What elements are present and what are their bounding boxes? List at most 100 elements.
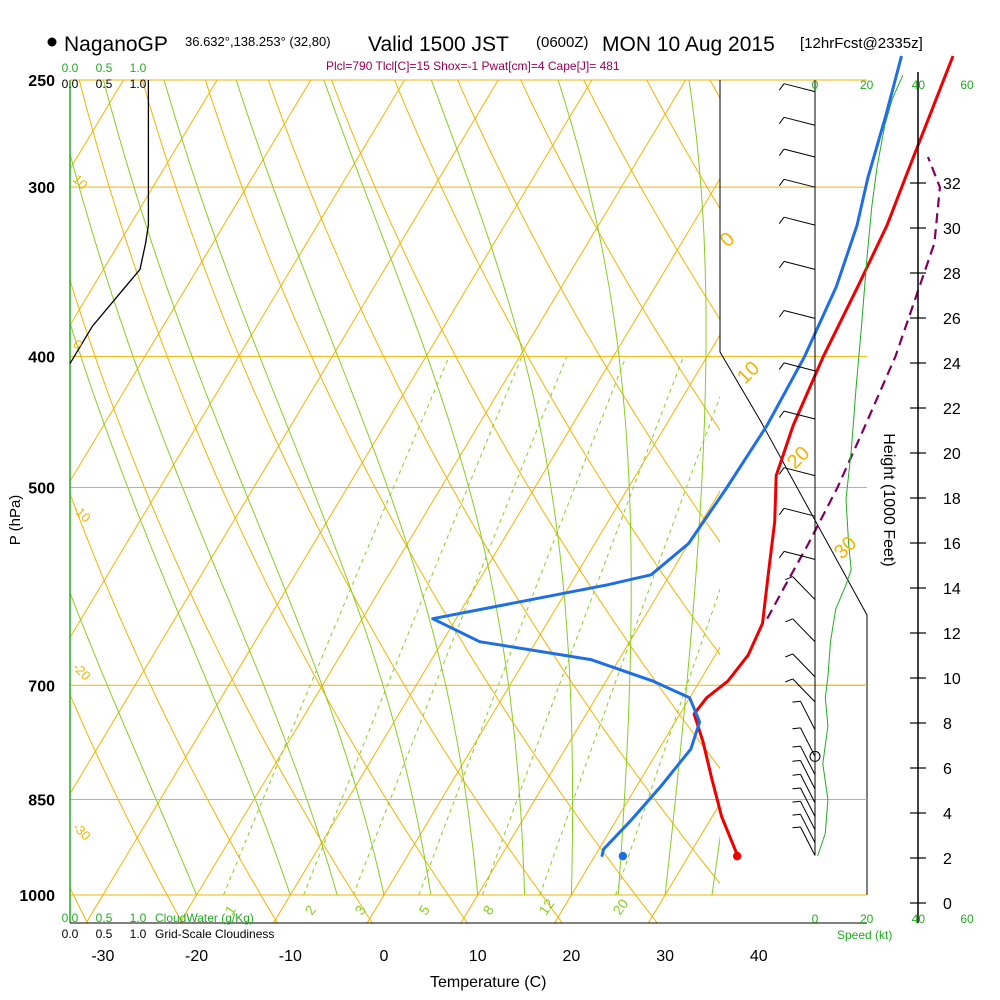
height-tick-label: 18 — [943, 491, 961, 508]
wind-barb — [800, 745, 816, 775]
dry-adiabat — [520, 80, 720, 432]
dry-adiabat — [267, 80, 720, 885]
isotherm-line — [179, 80, 687, 923]
height-tick-label: 20 — [943, 446, 961, 463]
wind-barb-flag — [792, 800, 801, 803]
wind-barb — [792, 576, 816, 600]
station-coords: 36.632°,138.253° (32,80) — [185, 34, 331, 49]
wind-barb — [800, 801, 816, 831]
cloudiness-tick-label: 0.5 — [96, 927, 113, 941]
isotherm-line — [70, 80, 406, 639]
valid-time: Valid 1500 JST — [368, 33, 509, 56]
isotherm-line — [70, 80, 124, 170]
x-tick-label: 0 — [380, 948, 389, 965]
moist-adiabat — [323, 80, 525, 895]
mixing-ratio-label: 8 — [479, 902, 497, 918]
wind-barb — [800, 774, 816, 804]
dry-adiabat — [141, 80, 563, 923]
height-tick-label: 24 — [943, 356, 961, 373]
wind-barb — [783, 83, 816, 93]
speed-tick-label: 40 — [912, 912, 926, 926]
isotherm-line — [819, 0, 1000, 951]
pressure-tick-label: 250 — [28, 73, 55, 90]
mixing-ratio-label: 5 — [415, 902, 433, 918]
wind-barb-flag — [778, 117, 785, 125]
moist-adiabat — [557, 80, 632, 896]
moist-adiabat — [70, 321, 291, 896]
wind-barb-flag — [785, 678, 793, 683]
isotherm-line — [725, 0, 1000, 951]
cloudiness-tick-label: 0.5 — [96, 77, 113, 91]
wind-barb — [800, 814, 816, 844]
cloudwater-tick-label: 0.5 — [96, 61, 113, 75]
wind-barb — [783, 507, 816, 517]
wind-barb-flag — [785, 618, 793, 623]
wind-barb-flag — [778, 467, 785, 475]
dry-adiabat — [78, 80, 468, 923]
x-axis-title: Temperature (C) — [430, 974, 546, 991]
wind-barb — [783, 362, 816, 372]
side-panels — [69, 72, 926, 923]
wind-barb-flag — [792, 760, 801, 762]
wind-barb-flag — [792, 813, 801, 816]
cloudiness-label: Grid-Scale Cloudiness — [155, 927, 274, 941]
wind-speed-profile — [817, 75, 904, 857]
wind-barb — [783, 467, 816, 477]
isotherm-line — [70, 80, 218, 327]
isotherm-line — [554, 646, 720, 923]
speed-tick-label: 20 — [860, 912, 874, 926]
surface-temperature-point — [732, 851, 742, 861]
speed-tick-label: 60 — [960, 78, 974, 92]
pressure-tick-label: 300 — [28, 180, 55, 197]
surface-dewpoint-point — [618, 851, 628, 861]
cloudiness-profile — [69, 80, 150, 364]
wind-barb — [792, 653, 816, 678]
station-marker-icon — [47, 37, 57, 47]
height-tick-label: 2 — [943, 851, 952, 868]
wind-barb-flag — [778, 508, 785, 516]
isotherm-label-right: 0 — [716, 228, 739, 251]
wind-barb — [783, 410, 816, 420]
temperature-curve — [692, 55, 955, 857]
isotherm-label-right: 10 — [733, 357, 764, 388]
isotherm-line — [70, 80, 312, 483]
moist-adiabat — [711, 834, 720, 896]
sounding-indices: Plcl=790 Tlcl[C]=15 Shox=-1 Pwat[cm]=4 C… — [326, 59, 620, 73]
moist-adiabat — [664, 80, 707, 896]
dry-adiabat — [457, 80, 720, 543]
wind-barb — [783, 116, 816, 126]
dry-adiabat — [583, 80, 720, 321]
cloudwater-tick-label: 0.5 — [96, 911, 113, 925]
dry-adiabat — [330, 80, 720, 770]
dry-adiabat — [818, 0, 1000, 951]
wind-barb — [800, 701, 816, 731]
x-tick-label: -30 — [91, 948, 114, 965]
cloudwater-tick-label: 1.0 — [130, 61, 147, 75]
pressure-tick-label: 1000 — [19, 888, 55, 905]
wind-barb — [792, 678, 816, 703]
height-tick-label: 28 — [943, 266, 961, 283]
wind-barb — [783, 148, 816, 158]
valid-utc: (0600Z) — [536, 34, 589, 51]
speed-tick-label: 0 — [812, 78, 819, 92]
wind-barb-flag — [778, 216, 785, 224]
speed-tick-label: 60 — [960, 912, 974, 926]
pressure-tick-label: 400 — [28, 349, 55, 366]
pressure-tick-label: 500 — [28, 481, 55, 498]
grid-right-boundary — [719, 80, 868, 895]
valid-date: MON 10 Aug 2015 — [602, 33, 775, 56]
moist-adiabat — [102, 80, 385, 896]
isotherm-line — [0, 0, 15, 951]
height-tick-label: 10 — [943, 671, 961, 688]
mixing-ratio-line — [615, 588, 720, 896]
mixing-ratio-line — [482, 356, 685, 896]
height-tick-label: 4 — [943, 806, 952, 823]
wind-barb-flag — [785, 576, 793, 581]
wind-barb-flag — [792, 745, 801, 748]
pressure-tick-label: 850 — [28, 792, 55, 809]
height-tick-label: 16 — [943, 536, 961, 553]
y-axis-title: P (hPa) — [7, 495, 24, 546]
height-axis-title: Height (1000 Feet) — [880, 433, 897, 566]
dry-adiabat — [995, 0, 1000, 951]
